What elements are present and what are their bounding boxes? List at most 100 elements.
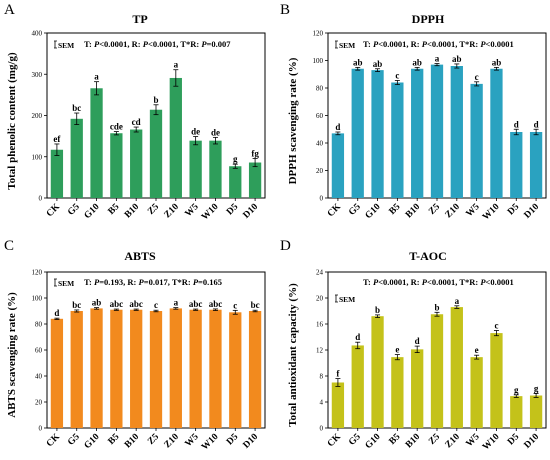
bar bbox=[130, 309, 143, 428]
x-tick-label: W5 bbox=[465, 202, 482, 219]
significance-letter: c bbox=[494, 321, 498, 331]
bar bbox=[411, 349, 424, 428]
x-tick-label: Z10 bbox=[444, 202, 462, 220]
significance-letter: g bbox=[514, 385, 519, 395]
y-axis-label: Total antioxidant capacity (%) bbox=[287, 283, 299, 427]
chart-title: ABTS bbox=[124, 249, 156, 263]
y-tick-label: 100 bbox=[313, 57, 324, 65]
y-tick-label: 0 bbox=[39, 425, 43, 433]
y-tick-label: 200 bbox=[32, 112, 43, 120]
bar bbox=[90, 308, 103, 428]
y-axis-label: Total phenolic content (mg/g) bbox=[6, 52, 18, 190]
x-tick-label: D10 bbox=[523, 432, 542, 451]
x-tick-label: D5 bbox=[506, 202, 521, 217]
bar bbox=[430, 64, 444, 198]
x-tick-label: D5 bbox=[225, 202, 240, 217]
x-tick-label: Z10 bbox=[163, 202, 181, 220]
sem-legend-label: SEM bbox=[58, 279, 74, 288]
bar bbox=[331, 133, 345, 198]
significance-letter: fg bbox=[251, 148, 259, 158]
significance-letter: a bbox=[455, 296, 460, 306]
significance-letter: a bbox=[435, 54, 440, 64]
bar bbox=[149, 109, 163, 198]
x-tick-label: Z5 bbox=[146, 432, 161, 447]
significance-letter: de bbox=[191, 127, 200, 137]
x-tick-label: D10 bbox=[242, 432, 261, 451]
bar bbox=[248, 311, 262, 428]
bar bbox=[371, 316, 384, 428]
significance-letter: c bbox=[395, 70, 399, 80]
y-tick-label: 40 bbox=[316, 140, 324, 148]
x-tick-label: G10 bbox=[364, 432, 383, 451]
panel-label: A bbox=[4, 2, 15, 18]
x-tick-label: G5 bbox=[347, 432, 363, 448]
bar bbox=[149, 311, 163, 428]
y-tick-label: 120 bbox=[313, 30, 324, 38]
bar bbox=[510, 396, 523, 428]
bar bbox=[351, 345, 364, 428]
bar bbox=[189, 140, 202, 198]
sem-legend-label: SEM bbox=[339, 41, 355, 50]
panel-label: D bbox=[280, 238, 291, 254]
bar bbox=[229, 166, 242, 198]
bar bbox=[50, 318, 64, 428]
y-tick-label: 60 bbox=[35, 347, 43, 355]
x-tick-label: W10 bbox=[200, 432, 221, 453]
significance-letter: b bbox=[434, 302, 439, 312]
significance-letter: abc bbox=[189, 299, 203, 309]
bar bbox=[331, 382, 345, 428]
bar bbox=[450, 66, 463, 198]
y-tick-label: 400 bbox=[32, 30, 43, 38]
x-tick-label: W10 bbox=[200, 202, 221, 223]
chart-title: T-AOC bbox=[409, 249, 447, 263]
y-tick-label: 24 bbox=[316, 269, 324, 277]
panel-label: B bbox=[280, 2, 290, 18]
y-tick-label: 60 bbox=[316, 112, 324, 120]
bar bbox=[189, 309, 202, 428]
x-tick-label: CK bbox=[326, 432, 344, 450]
sem-legend-label: SEM bbox=[339, 295, 355, 304]
x-tick-label: G5 bbox=[66, 202, 82, 218]
x-tick-label: B10 bbox=[404, 202, 422, 220]
x-tick-label: Z5 bbox=[427, 202, 442, 217]
y-tick-label: 20 bbox=[316, 295, 324, 303]
stats-text: T: P<0.0001, R: P<0.0001, T*R: P<0.0001 bbox=[363, 39, 514, 49]
bar bbox=[490, 333, 503, 428]
stats-text: T: P<0.0001, R: P<0.0001, T*R: P=0.007 bbox=[84, 39, 231, 49]
bar bbox=[169, 77, 182, 198]
panel-label: C bbox=[4, 238, 14, 254]
significance-letter: g bbox=[534, 384, 539, 394]
bar bbox=[510, 132, 523, 198]
bar bbox=[351, 68, 364, 198]
significance-letter: ab bbox=[373, 59, 383, 69]
y-tick-label: 100 bbox=[32, 153, 43, 161]
bar bbox=[470, 83, 483, 198]
x-tick-label: G10 bbox=[364, 202, 383, 221]
stats-text: T: P=0.193, R: P=0.017, T*R: P=0.165 bbox=[84, 277, 222, 287]
bar bbox=[169, 308, 182, 428]
bar bbox=[229, 312, 242, 428]
bar bbox=[248, 162, 262, 198]
significance-letter: d bbox=[335, 122, 340, 132]
bar bbox=[371, 70, 384, 198]
y-tick-label: 300 bbox=[32, 71, 43, 79]
x-tick-label: W10 bbox=[481, 432, 502, 453]
significance-letter: ab bbox=[412, 57, 422, 67]
bar bbox=[70, 311, 83, 428]
significance-letter: cde bbox=[110, 122, 123, 132]
y-tick-label: 0 bbox=[39, 195, 43, 203]
bar bbox=[490, 68, 503, 198]
bar bbox=[90, 88, 103, 198]
significance-letter: ab bbox=[92, 298, 102, 308]
x-tick-label: W10 bbox=[481, 202, 502, 223]
bar bbox=[130, 129, 143, 198]
significance-letter: c bbox=[233, 300, 237, 310]
bar bbox=[391, 357, 404, 428]
x-tick-label: W5 bbox=[465, 432, 482, 449]
x-tick-label: W5 bbox=[184, 432, 201, 449]
y-axis-label: ABTS scavenging rate (%) bbox=[6, 292, 18, 418]
bar bbox=[470, 357, 483, 428]
significance-letter: abc bbox=[129, 299, 143, 309]
significance-letter: a bbox=[94, 72, 99, 82]
